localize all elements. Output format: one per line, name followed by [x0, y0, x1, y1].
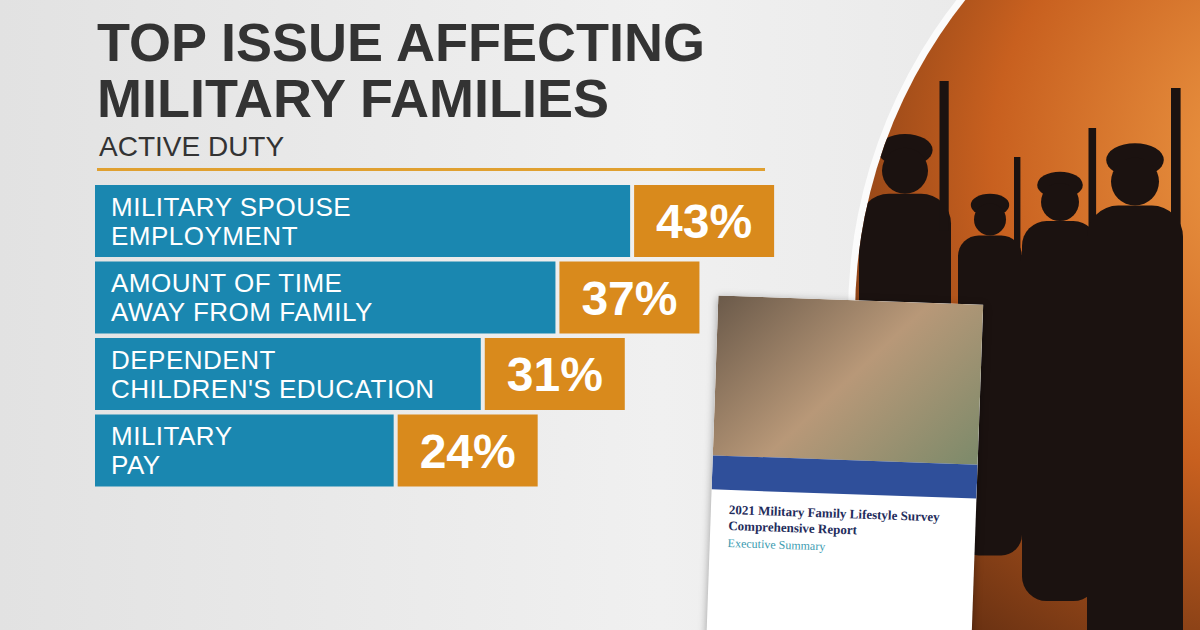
svg-text:31%: 31% [507, 348, 603, 401]
svg-text:37%: 37% [581, 272, 677, 325]
svg-text:MILITARYPAY: MILITARYPAY [111, 421, 233, 480]
svg-text:AMOUNT OF TIMEAWAY FROM FAMILY: AMOUNT OF TIMEAWAY FROM FAMILY [111, 268, 373, 327]
svg-text:43%: 43% [656, 195, 752, 248]
html-text:MILITARY FAMILIES: MILITARY FAMILIES [97, 68, 609, 128]
html-text:ACTIVE DUTY: ACTIVE DUTY [99, 131, 285, 162]
html-text:TOP ISSUE AFFECTING: TOP ISSUE AFFECTING [97, 12, 706, 72]
svg-text:24%: 24% [420, 425, 516, 478]
svg-text:MILITARY SPOUSEEMPLOYMENT: MILITARY SPOUSEEMPLOYMENT [111, 192, 351, 251]
svg-text:DEPENDENTCHILDREN'S EDUCATION: DEPENDENTCHILDREN'S EDUCATION [111, 345, 435, 404]
html-text:2021 Military Family Lifestyle: 2021 Military Family Lifestyle Survey Co… [728, 502, 940, 538]
html-text:Executive Summary: Executive Summary [727, 536, 826, 554]
